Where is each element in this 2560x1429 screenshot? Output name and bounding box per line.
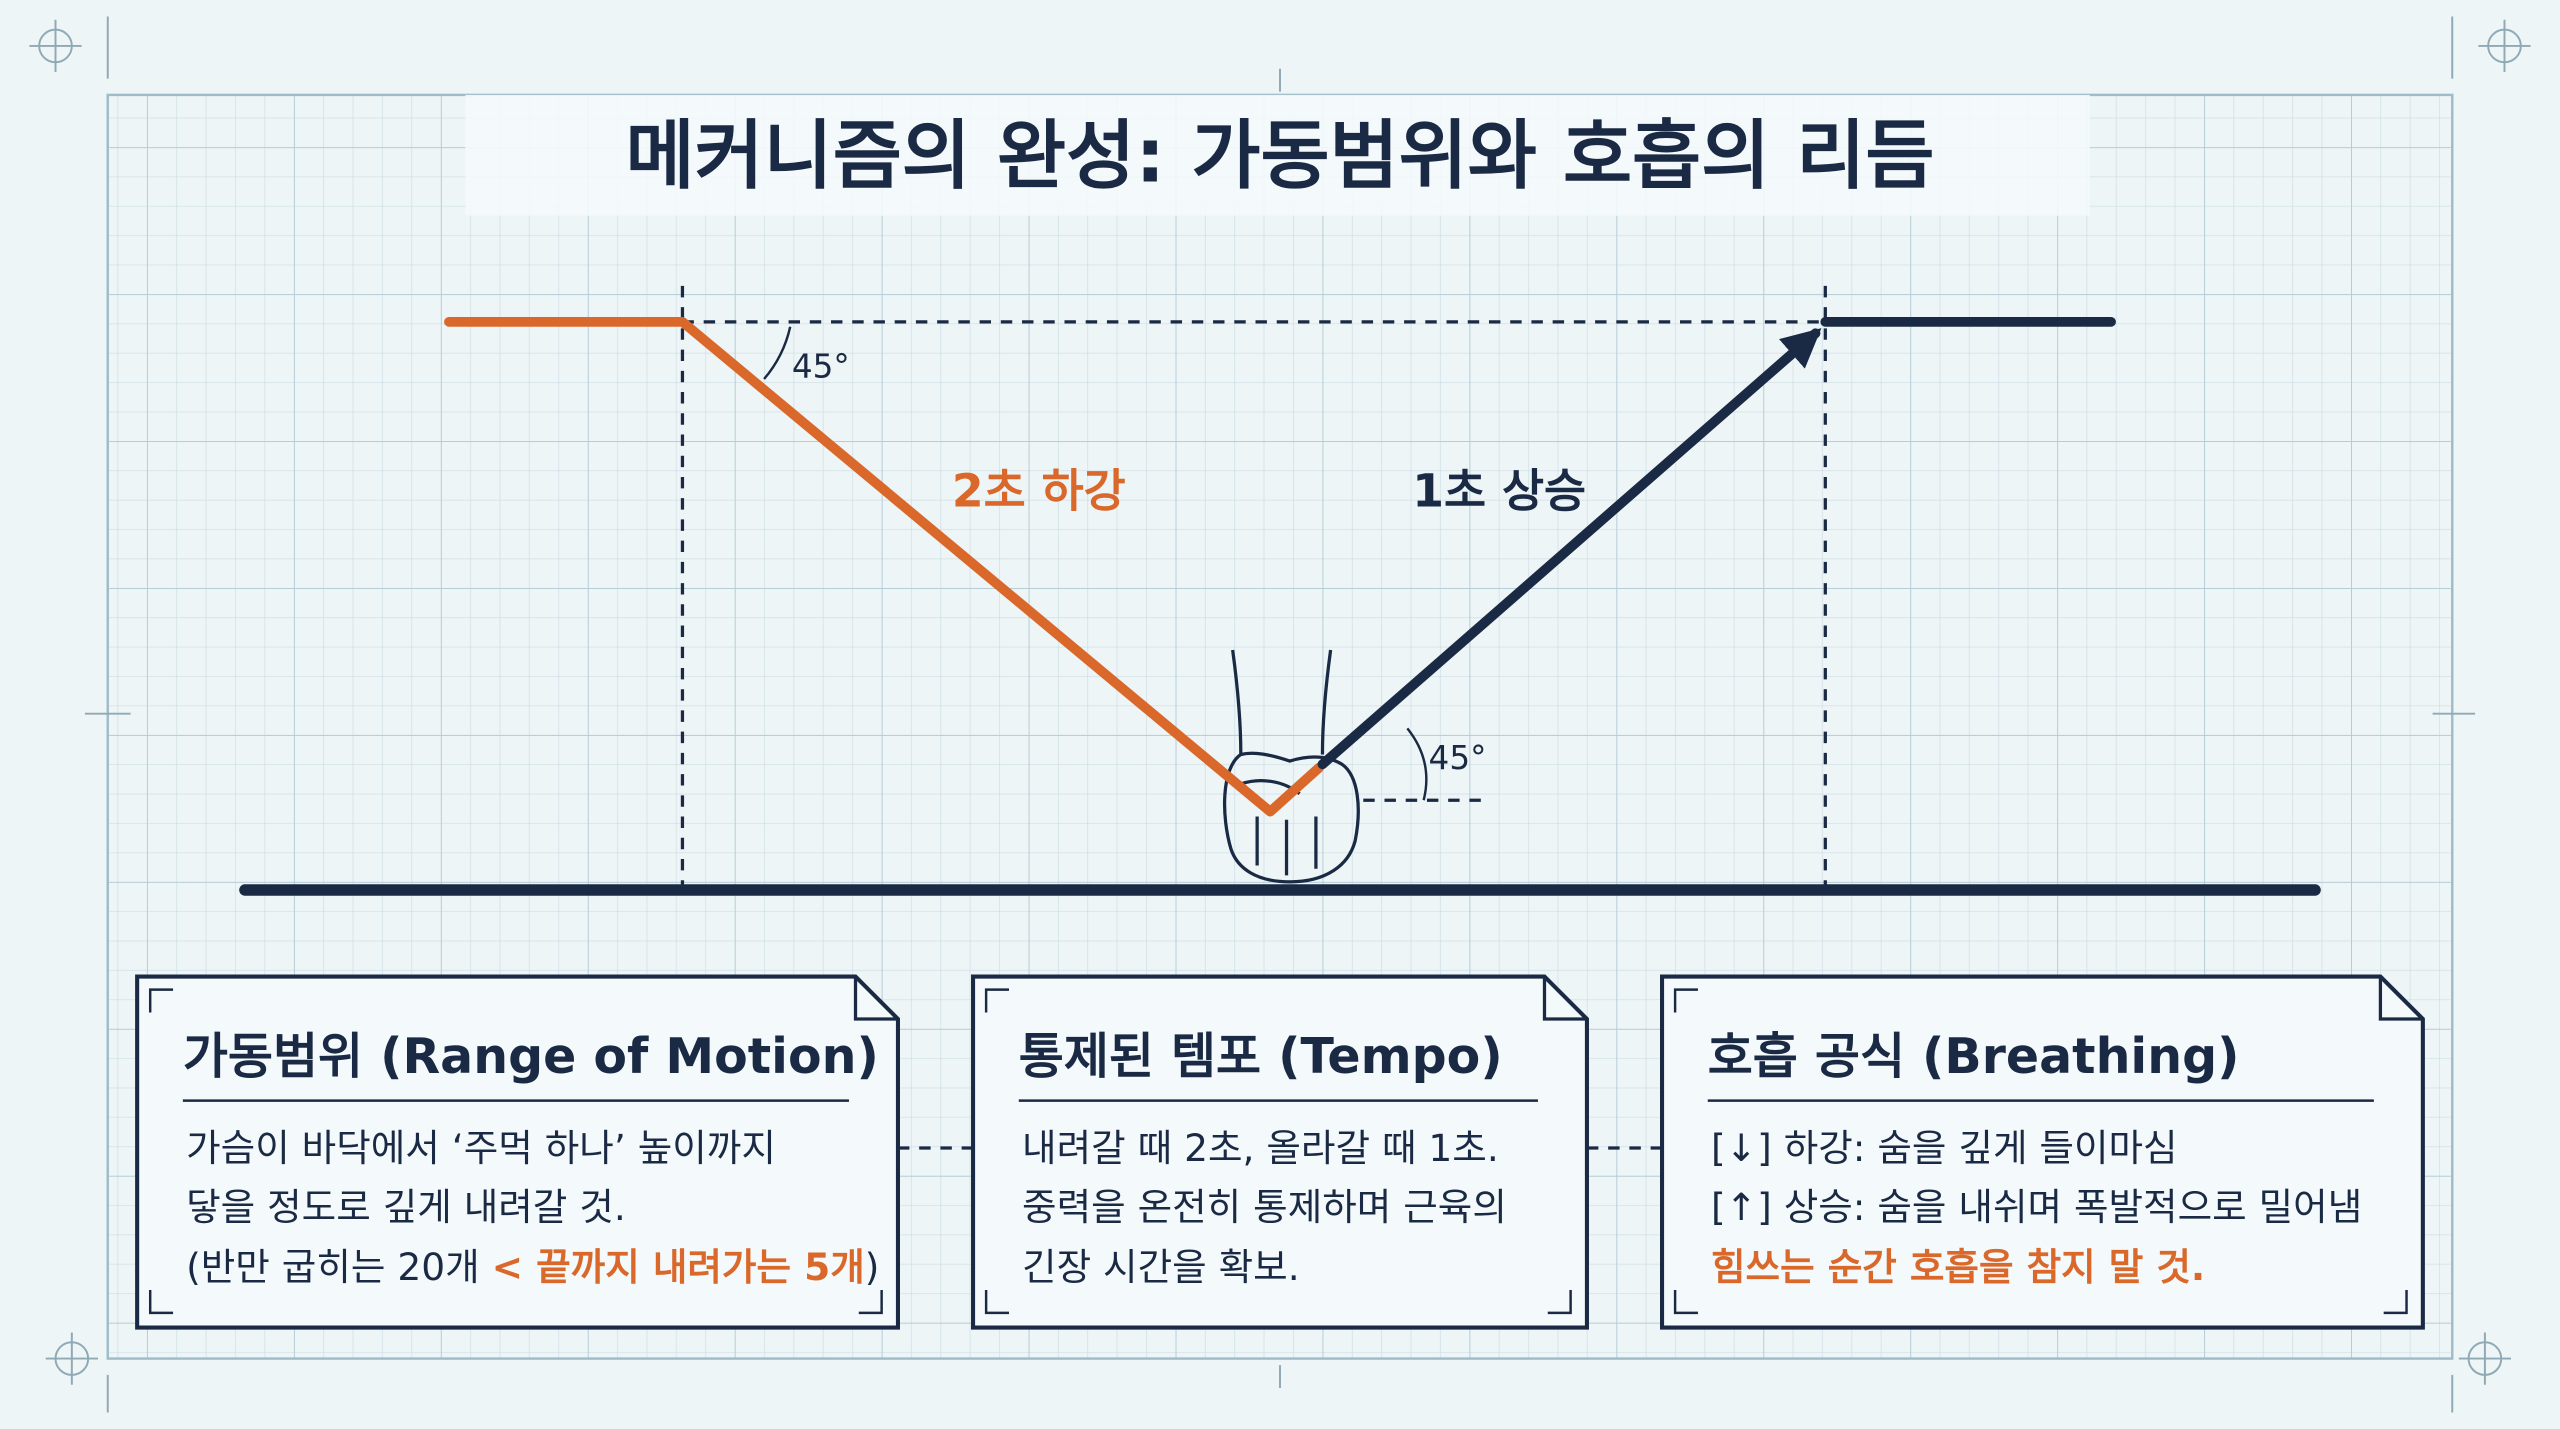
title: 메커니즘의 완성: 가동범위와 호흡의 리듬 bbox=[625, 111, 1934, 199]
card: 통제된 템포 (Tempo) 내려갈 때 2초, 올라갈 때 1초. 중력을 온… bbox=[971, 974, 1589, 1330]
decoration bbox=[84, 16, 2476, 1413]
card-title: 통제된 템포 (Tempo) bbox=[1019, 1028, 1503, 1085]
card-text: [↓] 하강: 숨을 깊게 들이마심 bbox=[1711, 1126, 2178, 1170]
card-text: 긴장 시간을 확보. bbox=[1022, 1245, 1300, 1289]
note-highlight: < 끝까지 내려가는 5개 bbox=[492, 1245, 865, 1289]
decoration bbox=[1660, 974, 2425, 1330]
card-text: 가슴이 바닥에서 ‘주먹 하나’ 높이까지 bbox=[186, 1126, 776, 1170]
card-title: 호흡 공식 (Breathing) bbox=[1708, 1028, 2240, 1085]
card-text: 내려갈 때 2초, 올라갈 때 1초. bbox=[1022, 1126, 1499, 1170]
decoration bbox=[971, 974, 1589, 1330]
decoration bbox=[29, 19, 82, 73]
card-title: 가동범위 (Range of Motion) bbox=[183, 1028, 879, 1085]
fist-icon bbox=[1223, 649, 1360, 884]
angle-label: 45° bbox=[1429, 739, 1487, 777]
decoration bbox=[2478, 19, 2531, 73]
ascent-label: 1초 상승 bbox=[1412, 464, 1586, 517]
decoration bbox=[2458, 1332, 2512, 1385]
angle-label: 45° bbox=[792, 347, 850, 385]
decoration bbox=[1231, 649, 1333, 755]
card-warning: 힘쓰는 순간 호흡을 참지 말 것. bbox=[1711, 1245, 2205, 1289]
decoration bbox=[1673, 988, 2408, 1315]
decoration bbox=[1542, 976, 1587, 1021]
card-text: [↑] 상승: 숨을 내쉬며 폭발적으로 밀어냄 bbox=[1711, 1185, 2362, 1229]
descent-label: 2초 하강 bbox=[952, 464, 1126, 517]
decoration bbox=[45, 1332, 98, 1385]
corner-marks bbox=[29, 16, 2531, 1413]
card: 가동범위 (Range of Motion) 가슴이 바닥에서 ‘주먹 하나’ … bbox=[135, 974, 900, 1330]
note-text: ) bbox=[865, 1245, 880, 1289]
card: 호흡 공식 (Breathing) [↓] 하강: 숨을 깊게 들이마심 [↑]… bbox=[1660, 974, 2425, 1330]
note-text: (반만 굽히는 20개 bbox=[186, 1245, 491, 1289]
card-text: 닿을 정도로 깊게 내려갈 것. bbox=[186, 1185, 626, 1229]
card-note: (반만 굽히는 20개 < 끝까지 내려가는 5개) bbox=[186, 1245, 879, 1289]
angle-arcs bbox=[763, 326, 1428, 801]
card-text: 중력을 온전히 통제하며 근육의 bbox=[1022, 1185, 1507, 1229]
decoration bbox=[853, 976, 898, 1021]
decoration bbox=[1240, 778, 1318, 876]
decoration bbox=[2378, 976, 2423, 1021]
decoration bbox=[1223, 751, 1360, 884]
ascent-arrow bbox=[1317, 328, 1822, 770]
decoration bbox=[984, 988, 1572, 1315]
guide-lines bbox=[680, 285, 1827, 891]
descent-line bbox=[444, 316, 1325, 817]
title-box bbox=[465, 94, 2090, 216]
decoration bbox=[148, 988, 883, 1315]
decoration bbox=[135, 974, 900, 1330]
